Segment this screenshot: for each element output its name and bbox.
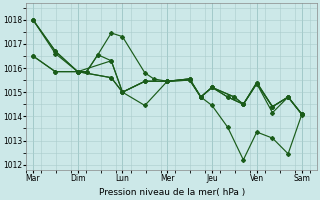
X-axis label: Pression niveau de la mer( hPa ): Pression niveau de la mer( hPa ) — [99, 188, 245, 197]
